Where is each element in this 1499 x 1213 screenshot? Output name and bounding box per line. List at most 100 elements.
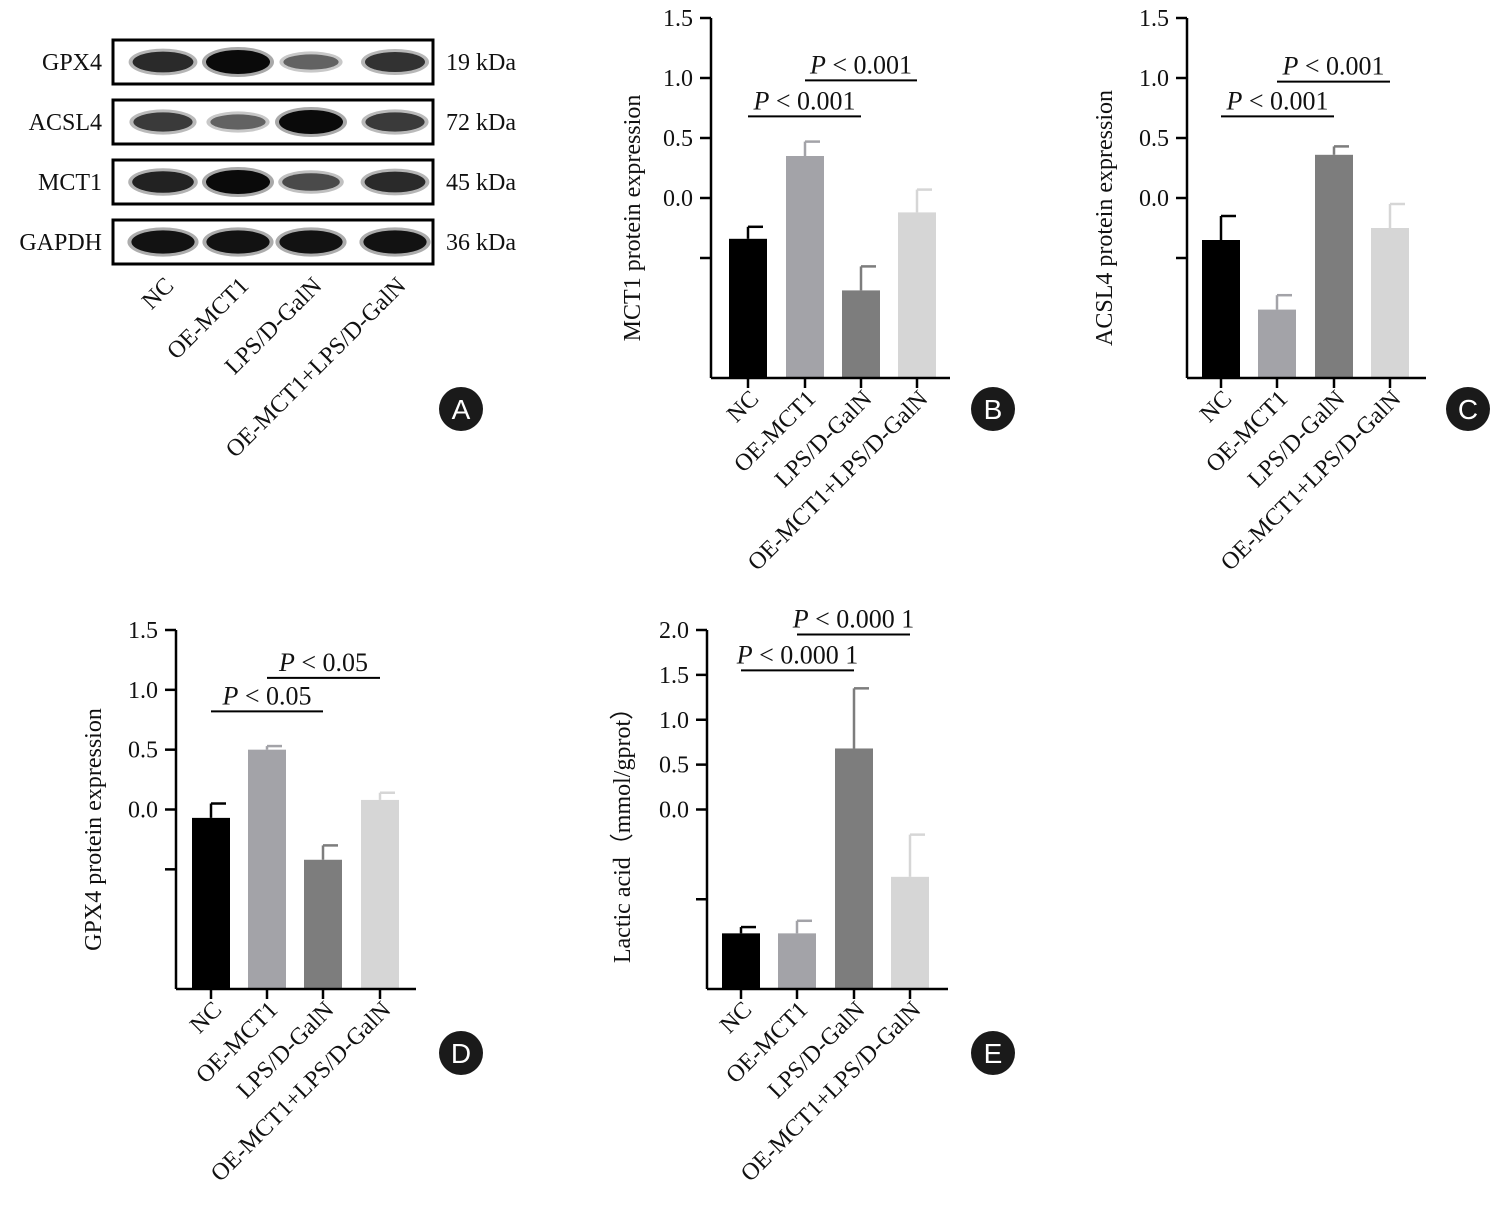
bar [729,238,767,378]
significance-label: P < 0.000 1 [792,604,915,633]
bar [1315,154,1353,378]
y-tick-label: 1.5 [128,618,158,644]
bar [835,748,873,989]
significance-label: P < 0.001 [752,86,855,115]
blot-band [363,230,427,254]
y-tick-label: 1.5 [663,6,693,32]
blot-band [279,230,343,254]
significance-p-symbol: P [1225,86,1242,115]
blot-band [282,173,340,191]
y-tick-label: 0.5 [663,126,693,152]
significance-label: P < 0.001 [1281,52,1384,81]
protein-label: ACSL4 [29,110,102,136]
y-axis-label: ACSL4 protein expression [1092,90,1118,346]
chart-panel-B: 1.51.00.50.0NCOE-MCT1LPS/D-GalNOE-MCT1+L… [620,6,1015,576]
significance-p-symbol: P [736,640,753,669]
x-tick-label: NC [185,997,227,1039]
bar [786,156,824,378]
significance-p-symbol: P [752,86,769,115]
blot-band [133,112,193,132]
blot-band [206,230,270,254]
y-tick-label: 0.0 [663,186,693,212]
panel-letter: D [451,1038,471,1069]
y-tick-label: 1.0 [663,66,693,92]
panel-letter-badge [1446,387,1490,431]
bar [1371,228,1409,378]
blot-band [365,52,425,72]
x-tick-label: NC [722,386,764,428]
y-axis-label: MCT1 protein expression [620,95,646,342]
y-tick-label: 1.0 [659,708,689,734]
y-tick-label: 0.5 [128,738,158,764]
significance-label: P < 0.05 [221,681,311,710]
bar [1258,309,1296,378]
bar [842,290,880,378]
x-tick-label: NC [1195,386,1237,428]
molecular-weight-label: 36 kDa [446,230,516,256]
chart-panel-C: 1.51.00.50.0NCOE-MCT1LPS/D-GalNOE-MCT1+L… [1092,6,1490,576]
chart-panel-D: 1.51.00.50.0NCOE-MCT1LPS/D-GalNOE-MCT1+L… [81,618,483,1187]
y-tick-label: 2.0 [659,618,689,644]
y-axis-label: Lactic acid（mmol/gprot） [610,696,636,963]
lane-label: NC [137,273,179,315]
significance-p-value: < 0.001 [1298,52,1384,81]
molecular-weight-label: 19 kDa [446,50,516,76]
significance-p-value: < 0.001 [769,86,855,115]
significance-p-value: < 0.05 [238,681,311,710]
panel-letter-badge [971,1031,1015,1075]
panel-letter: A [452,394,471,425]
significance-p-symbol: P [278,648,295,677]
significance-label: P < 0.001 [809,50,912,79]
significance-p-value: < 0.05 [295,648,368,677]
panel-letter-badge [439,387,483,431]
x-tick-label: NC [715,997,757,1039]
significance-p-symbol: P [221,681,238,710]
blot-band [364,171,426,193]
significance-p-symbol: P [1281,52,1298,81]
chart-panel-E: 2.01.51.00.50.0NCOE-MCT1LPS/D-GalNOE-MCT… [610,604,1015,1187]
y-tick-label: 0.5 [1139,126,1169,152]
protein-label: GAPDH [19,230,102,256]
significance-p-value: < 0.001 [1242,86,1328,115]
panel-letter: C [1458,394,1478,425]
molecular-weight-label: 72 kDa [446,110,516,136]
bar [248,749,286,989]
bar [361,799,399,989]
panel-letter: B [984,394,1003,425]
y-tick-label: 0.0 [1139,186,1169,212]
significance-p-value: < 0.001 [826,50,912,79]
y-axis-label: GPX4 protein expression [81,708,107,951]
bar [304,859,342,989]
bar [898,212,936,378]
bar [192,817,230,989]
significance-p-symbol: P [792,604,809,633]
bar [722,933,760,989]
significance-p-value: < 0.000 1 [753,640,859,669]
protein-label: MCT1 [38,170,102,196]
y-tick-label: 1.0 [128,678,158,704]
significance-label: P < 0.000 1 [736,640,859,669]
panel-letter-badge [971,387,1015,431]
y-tick-label: 0.5 [659,753,689,779]
significance-p-value: < 0.000 1 [809,604,915,633]
blot-band [279,110,343,134]
panel-letter: E [984,1038,1003,1069]
western-blot-panel: GPX4 19 kDa ACSL4 72 kDa MCT1 45 kDa GAPDH 36 k… [19,38,516,463]
blot-band [283,54,339,70]
molecular-weight-label: 45 kDa [446,170,516,196]
y-tick-label: 1.5 [1139,6,1169,32]
bar [891,876,929,989]
blot-band [132,171,194,193]
y-tick-label: 0.0 [659,798,689,824]
significance-label: P < 0.05 [278,648,368,677]
blot-band [131,230,195,254]
blot-band [206,170,270,194]
bar [1202,240,1240,378]
panel-letter-badge [439,1031,483,1075]
significance-p-symbol: P [809,50,826,79]
y-tick-label: 0.0 [128,798,158,824]
y-tick-label: 1.0 [1139,66,1169,92]
protein-label: GPX4 [42,50,102,76]
blot-band [210,114,266,130]
